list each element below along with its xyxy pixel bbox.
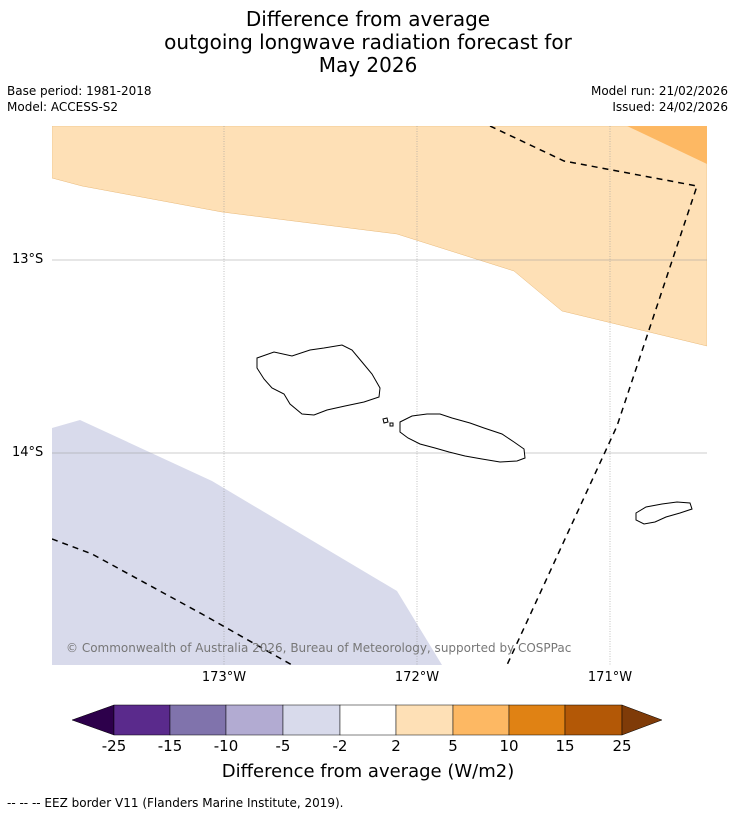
lon-label-171w: 171°W xyxy=(587,670,633,685)
colorbar-swatch-10-15 xyxy=(508,704,566,736)
colorbar-tick: -15 xyxy=(157,737,183,755)
lon-label-173w: 173°W xyxy=(201,670,247,685)
map-svg xyxy=(52,126,707,665)
model-run: Model run: 21/02/2026 xyxy=(590,84,728,98)
islands xyxy=(256,344,693,525)
title-line-1: Difference from average xyxy=(245,7,491,31)
colorbar-tick: -10 xyxy=(213,737,239,755)
savaii-island xyxy=(256,344,381,416)
colorbar-tick: -2 xyxy=(332,737,348,755)
colorbar-tick: 5 xyxy=(448,737,458,755)
colorbar-swatch-gt-25 xyxy=(621,704,663,736)
colorbar-tick: 10 xyxy=(499,737,519,755)
meta-left: Base period: 1981-2018 Model: ACCESS-S2 xyxy=(7,83,152,115)
colorbar-swatch-lt-25 xyxy=(72,704,115,736)
colorbar-tick: -25 xyxy=(101,737,127,755)
title-line-2: outgoing longwave radiation forecast for xyxy=(164,30,572,54)
colorbar-title: Difference from average (W/m2) xyxy=(221,761,515,782)
base-period: Base period: 1981-2018 xyxy=(7,84,152,98)
colorbar-tick: 2 xyxy=(391,737,401,755)
colorbar-swatch-15-25 xyxy=(564,704,623,736)
colorbar xyxy=(72,704,663,736)
colorbar-swatch-15-10 xyxy=(169,704,227,736)
colorbar-swatch-10-5 xyxy=(225,704,284,736)
map-panel xyxy=(52,126,707,665)
meta-right: Model run: 21/02/2026 Issued: 24/02/2026 xyxy=(591,83,728,115)
eez-legend: -- -- -- EEZ border V11 (Flanders Marine… xyxy=(7,796,344,810)
upolu-island xyxy=(399,413,526,463)
lat-label-13s: 13°S xyxy=(12,252,44,267)
model-name: Model: ACCESS-S2 xyxy=(7,100,119,114)
colorbar-swatch-5-2 xyxy=(282,704,341,736)
lat-label-14s: 14°S xyxy=(12,445,44,460)
colorbar-swatch-5-10 xyxy=(452,704,510,736)
anomaly-area-positive-5-10 xyxy=(627,126,707,164)
graticule xyxy=(52,126,707,665)
copyright-notice: © Commonwealth of Australia 2026, Bureau… xyxy=(66,641,572,655)
colorbar-tick: 15 xyxy=(555,737,575,755)
chart-title: Difference from average outgoing longwav… xyxy=(0,8,736,77)
colorbar-swatch-2-2 xyxy=(339,704,397,736)
lon-label-172w: 172°W xyxy=(394,670,440,685)
colorbar-tick: -5 xyxy=(275,737,291,755)
apolima-manono-islets xyxy=(382,417,394,427)
anomaly-area-negative-2-5 xyxy=(52,420,442,665)
colorbar-tick: 25 xyxy=(612,737,632,755)
issued-date: Issued: 24/02/2026 xyxy=(612,100,728,114)
title-line-3: May 2026 xyxy=(318,53,418,77)
colorbar-swatch-25-15 xyxy=(113,704,171,736)
tutuila-island xyxy=(635,501,693,525)
colorbar-swatch-2-5 xyxy=(395,704,454,736)
anomaly-area-positive-2-5 xyxy=(52,126,707,347)
